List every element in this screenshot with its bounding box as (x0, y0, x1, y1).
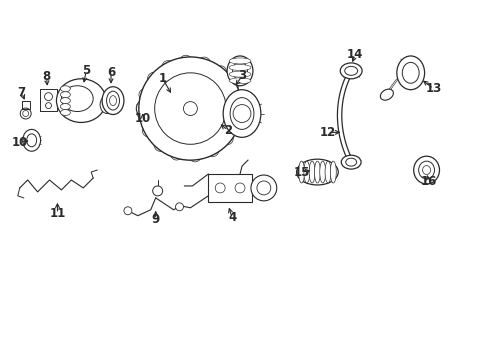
Ellipse shape (308, 161, 314, 183)
Ellipse shape (27, 134, 37, 147)
Ellipse shape (229, 58, 250, 64)
Text: 5: 5 (82, 64, 90, 77)
Ellipse shape (303, 161, 309, 183)
Ellipse shape (422, 166, 429, 175)
Ellipse shape (229, 64, 250, 71)
Text: 13: 13 (425, 82, 441, 95)
Ellipse shape (61, 86, 93, 112)
Circle shape (20, 108, 31, 119)
Ellipse shape (109, 96, 116, 105)
Text: 15: 15 (293, 166, 309, 179)
Text: 1: 1 (158, 72, 166, 85)
Text: 10: 10 (12, 136, 28, 149)
Text: 7: 7 (18, 86, 26, 99)
Circle shape (183, 102, 197, 116)
Circle shape (235, 183, 244, 193)
Ellipse shape (229, 71, 250, 77)
Text: 4: 4 (227, 211, 236, 224)
Circle shape (154, 73, 225, 144)
Ellipse shape (298, 161, 304, 183)
Circle shape (215, 183, 224, 193)
Ellipse shape (226, 56, 252, 86)
Ellipse shape (61, 104, 70, 109)
Ellipse shape (61, 86, 70, 92)
Ellipse shape (61, 109, 70, 116)
Ellipse shape (139, 104, 146, 113)
Ellipse shape (345, 158, 356, 166)
Circle shape (44, 93, 52, 100)
Ellipse shape (325, 161, 330, 183)
Ellipse shape (61, 98, 70, 104)
Ellipse shape (418, 161, 434, 179)
Circle shape (123, 207, 132, 215)
Ellipse shape (319, 161, 325, 183)
Ellipse shape (344, 66, 357, 75)
Text: 9: 9 (151, 213, 160, 226)
Ellipse shape (232, 62, 247, 80)
Ellipse shape (413, 156, 439, 184)
Ellipse shape (229, 78, 250, 84)
Circle shape (152, 186, 163, 196)
Text: 8: 8 (42, 70, 51, 83)
Ellipse shape (230, 98, 253, 129)
Ellipse shape (314, 161, 320, 183)
Ellipse shape (223, 90, 260, 137)
Ellipse shape (296, 159, 338, 185)
Ellipse shape (102, 87, 123, 114)
Text: 14: 14 (346, 49, 363, 62)
Text: 12: 12 (319, 126, 335, 139)
Ellipse shape (61, 92, 70, 98)
Ellipse shape (380, 89, 392, 100)
Ellipse shape (396, 56, 424, 90)
Ellipse shape (330, 161, 336, 183)
Text: 10: 10 (134, 112, 151, 125)
Circle shape (233, 105, 250, 122)
Ellipse shape (22, 129, 41, 151)
Ellipse shape (402, 62, 418, 83)
Circle shape (45, 103, 51, 109)
Ellipse shape (136, 100, 149, 117)
Circle shape (256, 181, 270, 195)
Circle shape (22, 111, 29, 117)
Ellipse shape (103, 100, 111, 109)
Ellipse shape (341, 155, 360, 169)
Text: 2: 2 (224, 124, 232, 137)
Ellipse shape (100, 96, 114, 113)
Circle shape (139, 57, 242, 160)
Text: 3: 3 (238, 69, 245, 82)
Circle shape (175, 203, 183, 211)
Circle shape (250, 175, 276, 201)
Ellipse shape (56, 79, 106, 122)
Ellipse shape (340, 63, 361, 79)
Ellipse shape (106, 91, 119, 110)
Text: 16: 16 (420, 175, 436, 189)
Text: 6: 6 (107, 66, 115, 79)
FancyBboxPatch shape (208, 174, 251, 202)
Text: 11: 11 (49, 207, 65, 220)
